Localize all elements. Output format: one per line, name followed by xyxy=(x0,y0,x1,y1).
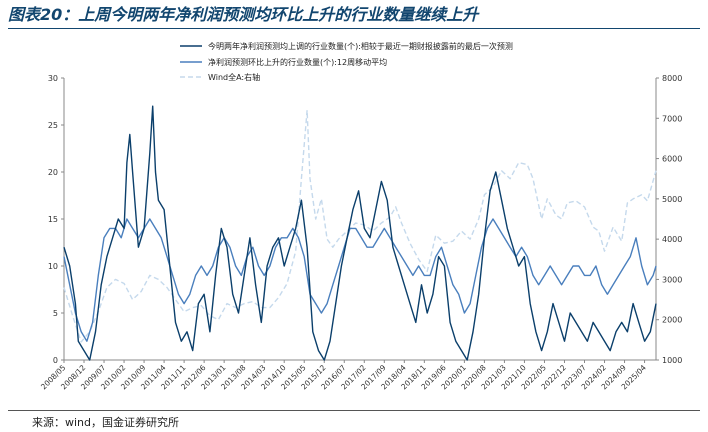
right-y-tick-label: 1000 xyxy=(662,356,682,365)
left-y-tick-label: 25 xyxy=(48,121,58,130)
left-y-tick-label: 0 xyxy=(53,356,58,365)
left-y-tick-label: 10 xyxy=(48,262,58,271)
legend-label-3: Wind全A:右轴 xyxy=(208,72,260,82)
series-line-1 xyxy=(63,105,657,361)
left-y-tick-label: 15 xyxy=(48,215,58,224)
right-y-tick-label: 5000 xyxy=(662,195,682,204)
legend-label-2: 净利润预测环比上升的行业数量(个):12周移动平均 xyxy=(208,57,387,67)
title-divider xyxy=(8,28,700,29)
legend-label-1: 今明两年净利润预测均上调的行业数量(个):相较于最近一期财报披露前的最后一次预测 xyxy=(208,41,513,51)
right-y-tick-label: 4000 xyxy=(662,235,682,244)
chart-series-lines xyxy=(63,105,657,361)
source-divider xyxy=(8,410,700,411)
figure-source: 来源：wind，国金证券研究所 xyxy=(32,416,180,429)
series-line-2 xyxy=(63,218,657,342)
left-y-tick-label: 20 xyxy=(48,168,58,177)
left-y-tick-label: 5 xyxy=(53,309,58,318)
chart-legend: 今明两年净利润预测均上调的行业数量(个):相较于最近一期财报披露前的最后一次预测… xyxy=(180,41,513,82)
left-y-tick-label: 30 xyxy=(48,74,58,83)
right-y-tick-label: 6000 xyxy=(662,155,682,164)
series-line-3 xyxy=(63,109,657,343)
line-chart: 0 5 10 15 20 25 30 1000 2000 3000 4000 5000 6000 7000… xyxy=(39,41,682,391)
figure-title: 图表20：上周今明两年净利润预测均环比上升的行业数量继续上升 xyxy=(8,5,479,24)
right-y-tick-label: 3000 xyxy=(662,275,682,284)
right-y-tick-label: 8000 xyxy=(662,74,682,83)
right-y-tick-label: 2000 xyxy=(662,316,682,325)
right-y-tick-label: 7000 xyxy=(662,114,682,123)
